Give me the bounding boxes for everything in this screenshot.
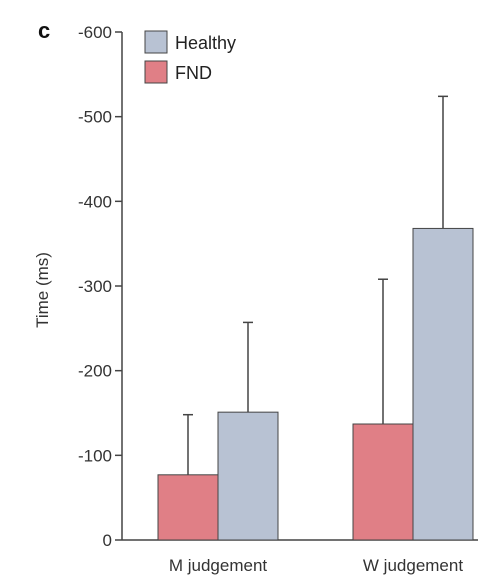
- bar-fnd: [352, 423, 414, 541]
- bar-fnd: [157, 474, 219, 541]
- bar-healthy: [217, 411, 279, 541]
- legend-label-fnd: FND: [175, 63, 212, 83]
- bars: [157, 227, 474, 541]
- y-tick-label: -300: [78, 277, 112, 296]
- y-axis: 0 -100 -200 -300 -400 -500 -600: [78, 23, 123, 550]
- y-tick-label: -100: [78, 446, 112, 465]
- bar-healthy: [412, 227, 474, 541]
- y-tick-label: -200: [78, 362, 112, 381]
- legend-swatch-fnd: [144, 60, 168, 84]
- y-tick-label: -400: [78, 192, 112, 211]
- y-tick-label: -500: [78, 108, 112, 127]
- y-tick-label: -600: [78, 23, 112, 42]
- legend-swatch-healthy: [144, 30, 168, 54]
- legend-label-healthy: Healthy: [175, 33, 236, 53]
- legend: Healthy FND: [144, 30, 236, 84]
- category-labels: M judgement W judgement: [169, 556, 463, 575]
- error-bars: [183, 95, 448, 475]
- y-tick-label: 0: [103, 531, 112, 550]
- y-axis-title: Time (ms): [33, 252, 52, 328]
- category-label: W judgement: [363, 556, 463, 575]
- category-label: M judgement: [169, 556, 268, 575]
- panel-letter: c: [38, 18, 50, 43]
